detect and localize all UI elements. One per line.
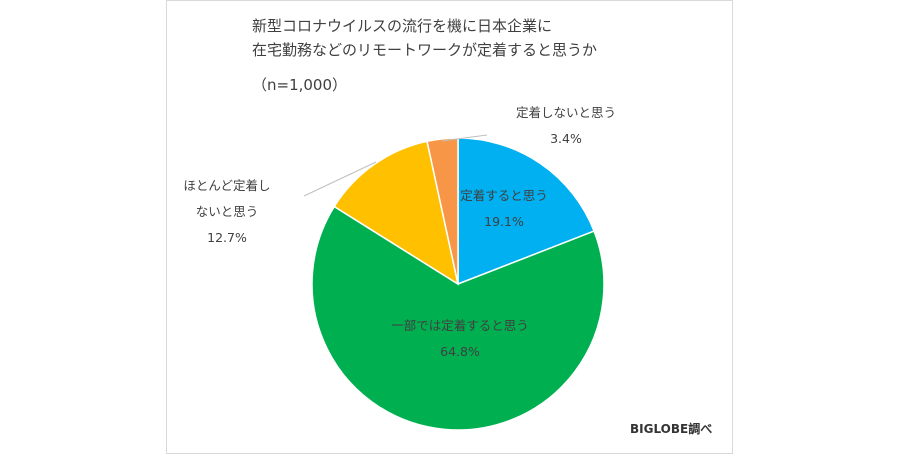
chart-title-line-1: 新型コロナウイルスの流行を機に日本企業に bbox=[252, 17, 553, 35]
chart-title-line-2: 在宅勤務などのリモートワークが定着すると思うか bbox=[252, 41, 598, 59]
pie-slice-1 bbox=[457, 137, 596, 286]
slice-category-label: 一部では定着すると思う bbox=[391, 318, 529, 333]
pie-slice-2 bbox=[311, 205, 605, 431]
source-credit: BIGLOBE調べ bbox=[630, 422, 713, 436]
pie-slice-3 bbox=[333, 140, 460, 286]
slice-value-label: 12.7% bbox=[207, 230, 247, 245]
leader-line-3 bbox=[303, 161, 377, 197]
slice-label-4: 定着しないと思う 3.4% bbox=[516, 105, 616, 146]
slice-label-2: 一部では定着すると思う 64.8% bbox=[391, 318, 529, 359]
slice-category-label: 定着すると思う bbox=[460, 188, 548, 203]
slice-label-1: 定着すると思う 19.1% bbox=[460, 188, 548, 229]
slice-category-label: ないと思う bbox=[196, 204, 259, 219]
slice-category-label: ほとんど定着し bbox=[183, 178, 270, 193]
chart-subtitle: （n=1,000） bbox=[252, 76, 348, 94]
slice-category-label: 定着しないと思う bbox=[516, 105, 616, 120]
slice-value-label: 64.8% bbox=[440, 344, 480, 359]
slice-value-label: 3.4% bbox=[550, 131, 582, 146]
leader-line-4 bbox=[441, 134, 488, 142]
chart-title: 新型コロナウイルスの流行を機に日本企業に 在宅勤務などのリモートワークが定着する… bbox=[252, 14, 597, 62]
pie-slice-4 bbox=[426, 137, 459, 285]
slice-value-label: 19.1% bbox=[484, 214, 524, 229]
